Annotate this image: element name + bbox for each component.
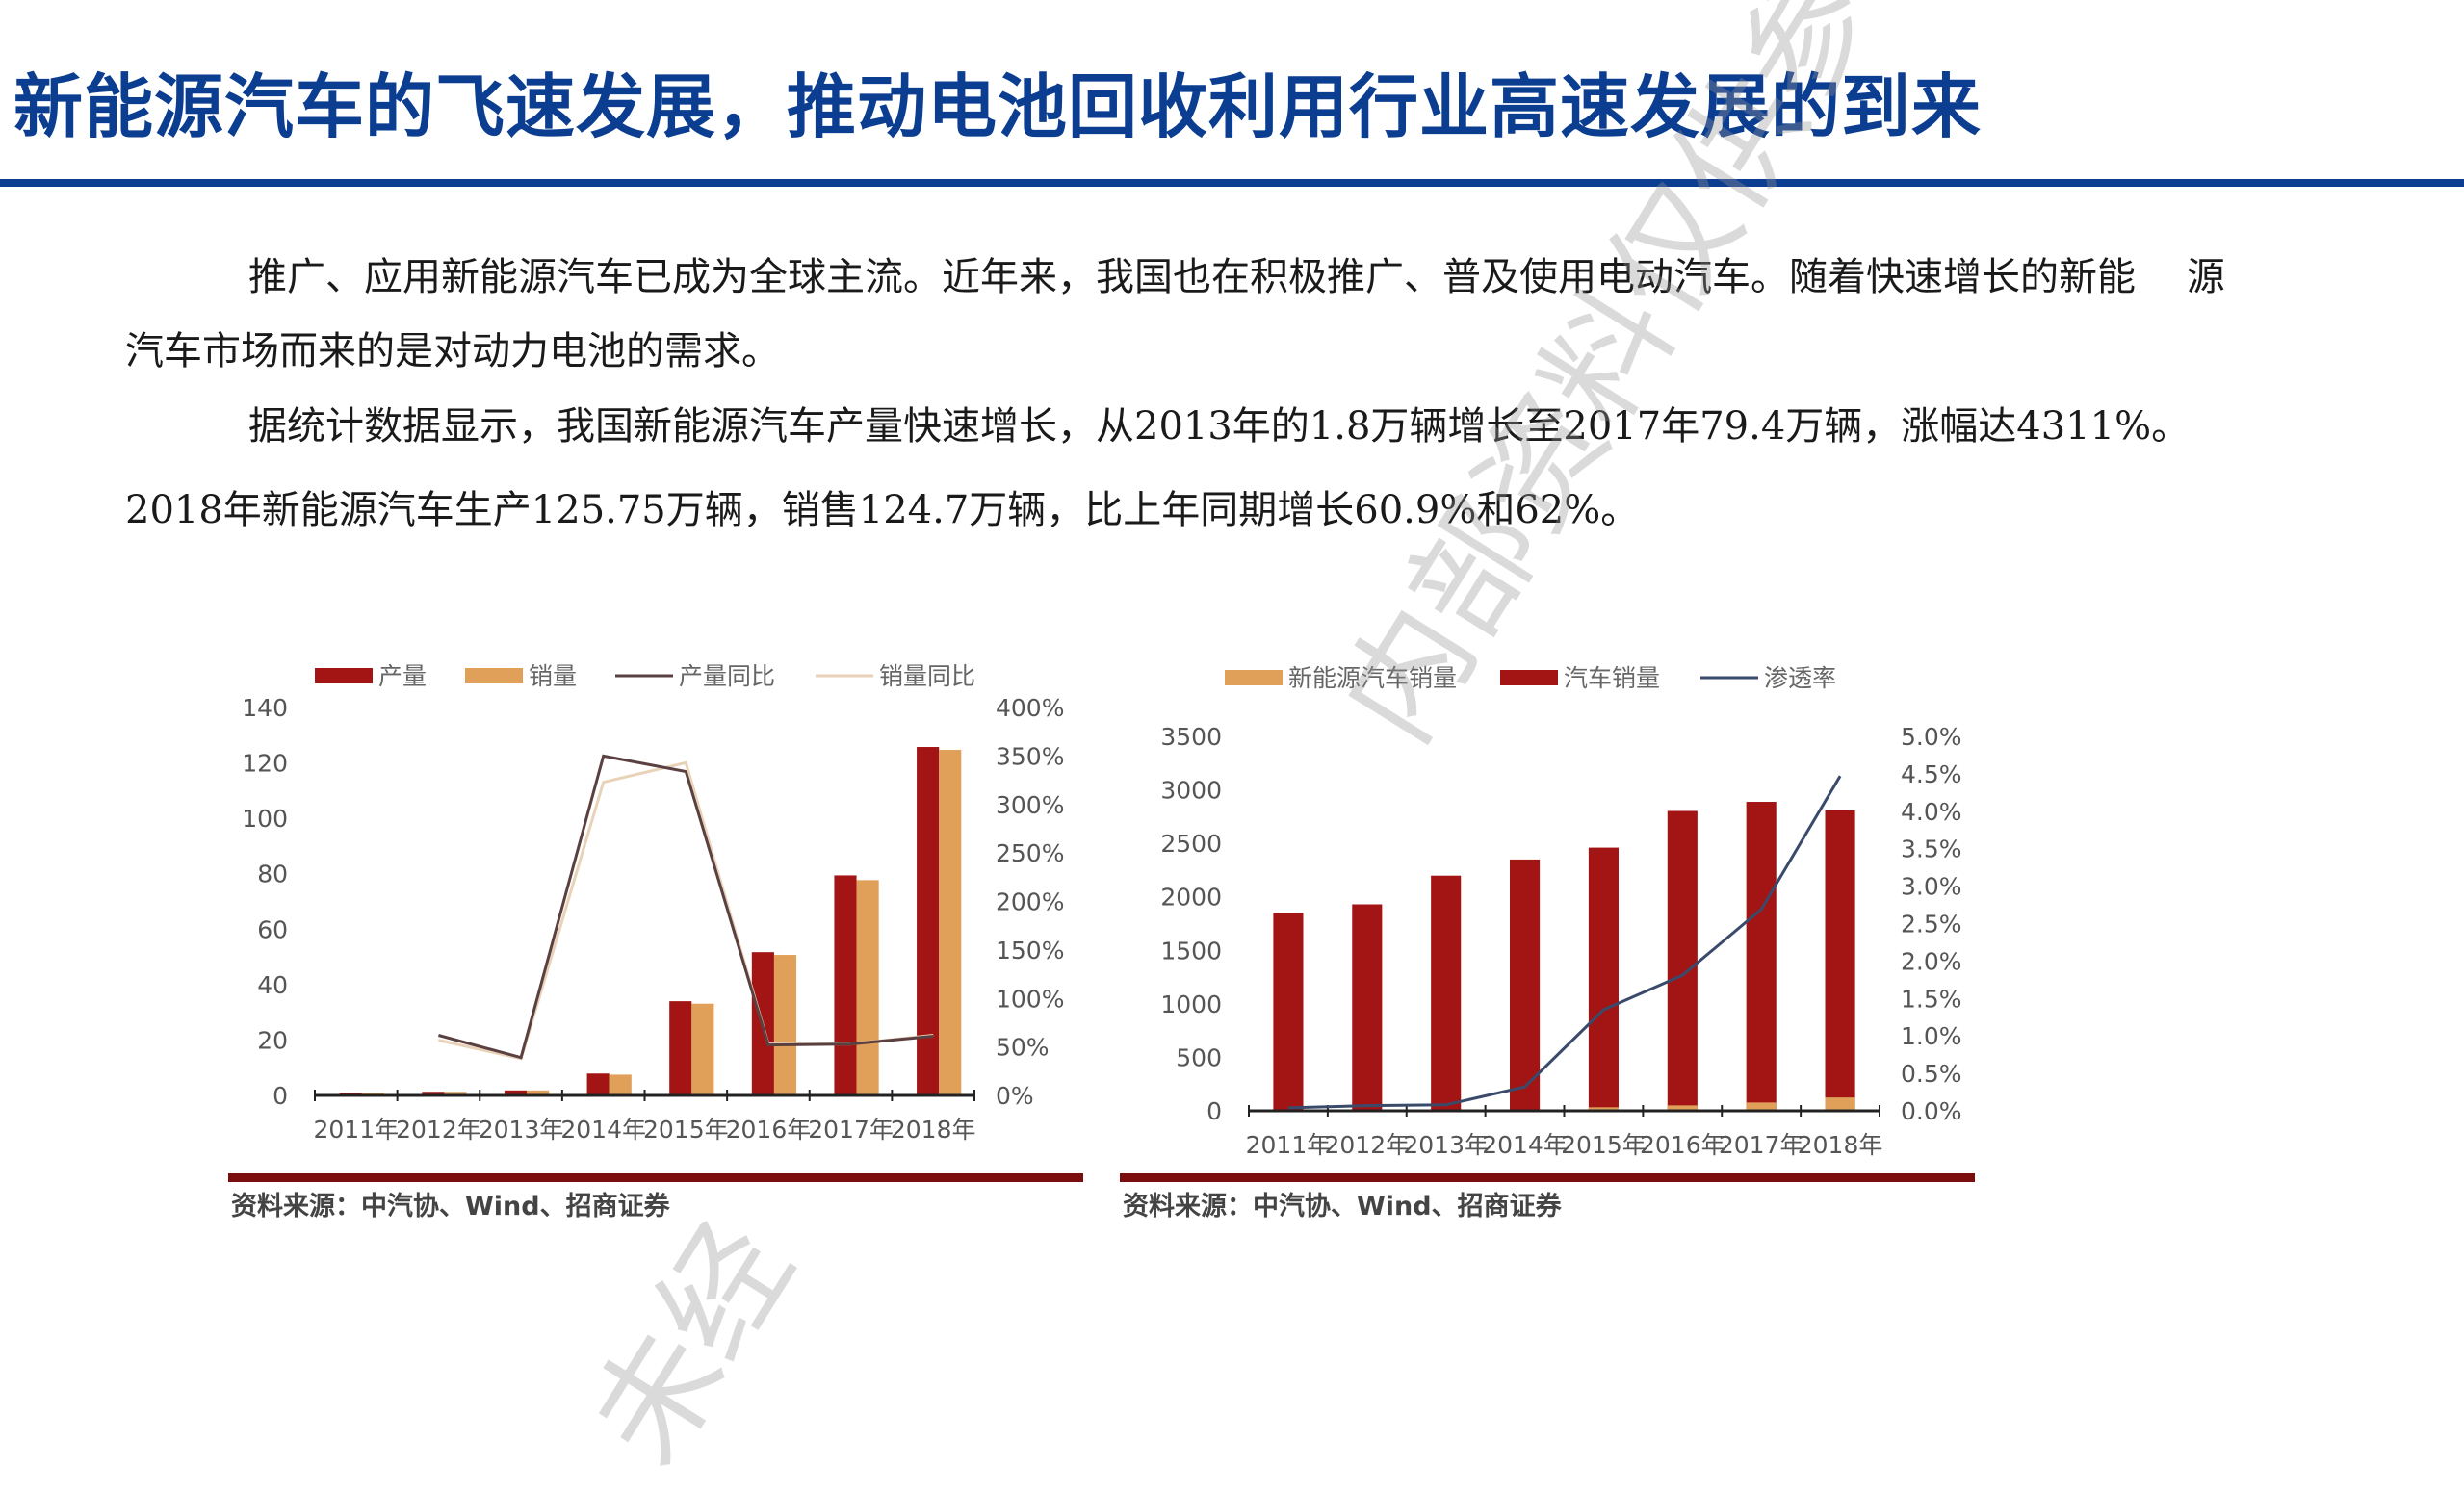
svg-text:2016年: 2016年 [726, 1116, 812, 1144]
legend-label: 销量同比 [879, 662, 975, 690]
title-divider [0, 179, 2464, 187]
svg-text:3500: 3500 [1160, 723, 1222, 751]
svg-text:350%: 350% [996, 742, 1064, 770]
svg-text:250%: 250% [996, 839, 1064, 867]
svg-text:100: 100 [242, 805, 288, 833]
chart2-source-divider [1120, 1173, 1975, 1182]
svg-text:500: 500 [1176, 1043, 1222, 1071]
chart1-source: 资料来源：中汽协、Wind、招商证券 [231, 1185, 670, 1222]
svg-text:2012年: 2012年 [396, 1116, 481, 1144]
svg-text:2017年: 2017年 [808, 1116, 894, 1144]
paragraph-line-3: 据统计数据显示，我国新能源汽车产量快速增长，从2013年的1.8万辆增长至201… [248, 395, 2190, 450]
paragraph-line-4: 2018年新能源汽车生产125.75万辆，销售124.7万辆，比上年同期增长60… [125, 478, 1639, 534]
svg-text:120: 120 [242, 750, 288, 778]
svg-text:2016年: 2016年 [1640, 1131, 1725, 1159]
svg-text:300%: 300% [996, 791, 1064, 819]
paragraph-line-1: 推广、应用新能源汽车已成为全球主流。近年来，我国也在积极推广、普及使用电动汽车。… [248, 245, 2225, 301]
svg-text:0: 0 [1206, 1097, 1222, 1125]
legend-label: 产量同比 [679, 662, 775, 690]
nev-production-sales-chart: 产量 销量 产量同比 销量同比 0 20 40 60 80 100 120 140 0% 50% 100% 1… [228, 645, 1095, 1184]
svg-text:50%: 50% [996, 1034, 1050, 1062]
legend-label: 汽车销量 [1564, 664, 1660, 692]
svg-text:200%: 200% [996, 888, 1064, 916]
svg-text:1.5%: 1.5% [1901, 985, 1962, 1013]
svg-text:0%: 0% [996, 1082, 1034, 1110]
svg-text:2011年: 2011年 [1246, 1131, 1332, 1159]
svg-text:2017年: 2017年 [1719, 1131, 1804, 1159]
legend-label: 渗透率 [1764, 664, 1836, 692]
svg-text:2015年: 2015年 [1561, 1131, 1647, 1159]
svg-text:2015年: 2015年 [643, 1116, 729, 1144]
legend-label: 新能源汽车销量 [1288, 664, 1457, 692]
svg-text:1000: 1000 [1160, 990, 1222, 1018]
svg-text:4.0%: 4.0% [1901, 798, 1962, 826]
svg-text:140: 140 [242, 694, 288, 722]
svg-text:0.5%: 0.5% [1901, 1060, 1962, 1088]
page-title: 新能源汽车的飞速发展，推动电池回收利用行业高速发展的到来 [13, 50, 1982, 151]
svg-text:0: 0 [272, 1082, 288, 1110]
svg-text:150%: 150% [996, 937, 1064, 965]
svg-text:2014年: 2014年 [560, 1116, 646, 1144]
svg-text:3.0%: 3.0% [1901, 873, 1962, 901]
nev-penetration-chart: 新能源汽车销量 汽车销量 渗透率 0 500 1000 1500 2000 2500 3000 35… [1119, 645, 1985, 1184]
svg-text:80: 80 [257, 861, 288, 888]
chart1-svg: 产量 销量 产量同比 销量同比 0 20 40 60 80 100 120 140 0% 50% 100% 1… [228, 645, 1095, 1184]
svg-text:2013年: 2013年 [1403, 1131, 1489, 1159]
svg-text:3.5%: 3.5% [1901, 836, 1962, 863]
svg-text:2012年: 2012年 [1325, 1131, 1411, 1159]
svg-text:100%: 100% [996, 985, 1064, 1013]
svg-text:1500: 1500 [1160, 937, 1222, 965]
svg-text:5.0%: 5.0% [1901, 723, 1962, 751]
paragraph-line-2: 汽车市场而来的是对动力电池的需求。 [125, 320, 780, 375]
svg-text:60: 60 [257, 915, 288, 943]
svg-text:400%: 400% [996, 694, 1064, 722]
svg-text:2500: 2500 [1160, 830, 1222, 858]
svg-text:40: 40 [257, 971, 288, 999]
svg-text:2011年: 2011年 [314, 1116, 400, 1144]
svg-text:1.0%: 1.0% [1901, 1022, 1962, 1050]
svg-text:0.0%: 0.0% [1901, 1097, 1962, 1125]
svg-text:2.5%: 2.5% [1901, 911, 1962, 939]
svg-text:3000: 3000 [1160, 777, 1222, 805]
svg-text:2.0%: 2.0% [1901, 947, 1962, 975]
svg-text:2014年: 2014年 [1482, 1131, 1568, 1159]
chart2-svg: 新能源汽车销量 汽车销量 渗透率 0 500 1000 1500 2000 2500 3000 35… [1119, 645, 1985, 1184]
svg-text:20: 20 [257, 1026, 288, 1054]
svg-text:2013年: 2013年 [479, 1116, 564, 1144]
svg-text:2018年: 2018年 [891, 1116, 976, 1144]
svg-text:2000: 2000 [1160, 884, 1222, 912]
chart2-source: 资料来源：中汽协、Wind、招商证券 [1123, 1185, 1562, 1222]
svg-text:4.5%: 4.5% [1901, 760, 1962, 788]
svg-text:2018年: 2018年 [1798, 1131, 1883, 1159]
watermark-secondary: 未经 [539, 1183, 825, 1491]
legend-label: 销量 [529, 662, 577, 690]
chart1-source-divider [228, 1173, 1083, 1182]
legend-label: 产量 [378, 662, 427, 690]
